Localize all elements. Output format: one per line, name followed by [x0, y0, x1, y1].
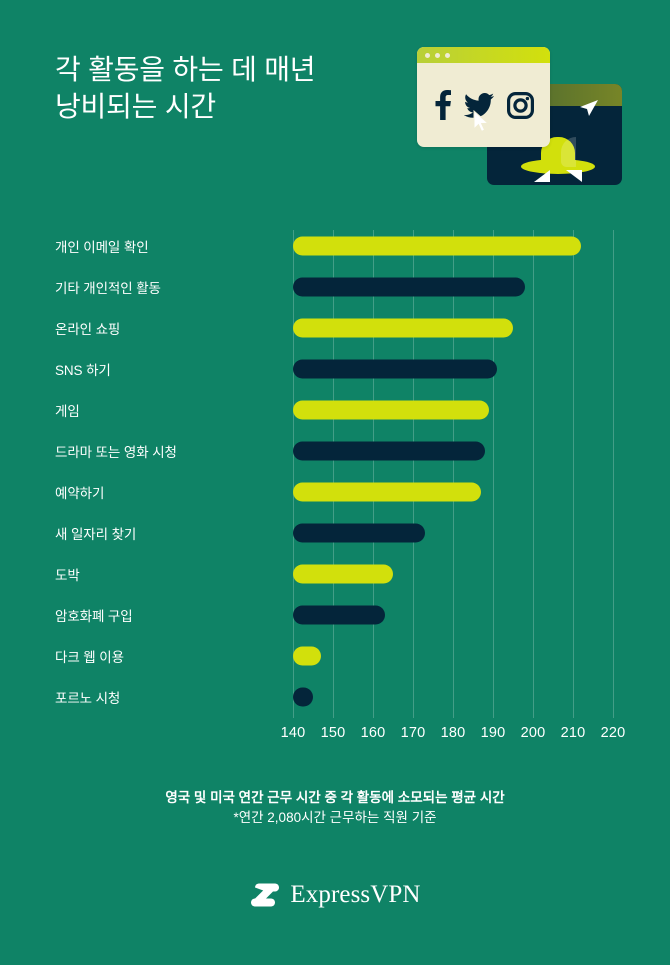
x-tick-label: 170: [400, 725, 426, 741]
gridline-180: [453, 230, 454, 718]
bar-label: 암호화폐 구입: [55, 608, 133, 624]
footer-caption: 영국 및 미국 연간 근무 시간 중 각 활동에 소모되는 평균 시간: [165, 790, 505, 805]
bar: [293, 318, 513, 337]
chart-row: 게임: [0, 389, 670, 430]
bar: [293, 564, 393, 583]
bar-label: 예약하기: [55, 485, 105, 501]
bar: [293, 236, 581, 255]
x-tick-label: 140: [280, 725, 306, 741]
gridline-200: [533, 230, 534, 718]
x-tick-label: 150: [320, 725, 346, 741]
chart-row: 포르노 시청: [0, 676, 670, 717]
gridline-170: [413, 230, 414, 718]
bar-label: 개인 이메일 확인: [55, 239, 149, 255]
chart-row: 개인 이메일 확인: [0, 225, 670, 266]
chart-row: 새 일자리 찾기: [0, 512, 670, 553]
bar-label: 새 일자리 찾기: [55, 526, 137, 542]
page-title: 각 활동을 하는 데 매년 낭비되는 시간: [55, 54, 316, 122]
bar: [293, 523, 425, 542]
gridline-160: [373, 230, 374, 718]
bar-label: SNS 하기: [55, 362, 111, 378]
footer-note: *연간 2,080시간 근무하는 직원 기준: [233, 809, 437, 825]
brand-logo[interactable]: ExpressVPN: [0, 880, 670, 910]
expressvpn-logo-mark-icon: [251, 883, 280, 907]
browser-dot-close-icon: [425, 53, 430, 58]
bar-label: 포르노 시청: [55, 690, 121, 706]
bar-label: 기타 개인적인 활동: [55, 280, 161, 296]
bar: [293, 441, 485, 460]
x-tick-label: 160: [360, 725, 386, 741]
gridline-210: [573, 230, 574, 718]
browser-dot-minimize-icon: [435, 53, 440, 58]
chart-row: 드라마 또는 영화 시청: [0, 430, 670, 471]
social-icon-row: [417, 63, 550, 147]
gridline-220: [613, 230, 614, 718]
bar: [293, 482, 481, 501]
chart-x-axis: 140 150 160 170 180 190 200 210 220: [0, 725, 670, 755]
cursor-arrow-browser-icon: [473, 110, 490, 133]
bar-label: 온라인 쇼핑: [55, 321, 121, 337]
bar-label: 드라마 또는 영화 시청: [55, 444, 177, 460]
x-tick-label: 180: [440, 725, 466, 741]
instagram-icon: [506, 91, 534, 119]
footer: 영국 및 미국 연간 근무 시간 중 각 활동에 소모되는 평균 시간 *연간 …: [0, 788, 670, 827]
x-tick-label: 220: [600, 725, 626, 741]
browser-dot-maximize-icon: [445, 53, 450, 58]
chart-row: 기타 개인적인 활동: [0, 266, 670, 307]
bar: [293, 359, 497, 378]
gridline-150: [333, 230, 334, 718]
chart-row: 예약하기: [0, 471, 670, 512]
x-tick-label: 200: [520, 725, 546, 741]
gridline-190: [493, 230, 494, 718]
gridline-140: [293, 230, 294, 718]
bar-label: 게임: [55, 403, 80, 419]
x-tick-label: 190: [480, 725, 506, 741]
hacker-window: [487, 84, 622, 185]
header: 각 활동을 하는 데 매년 낭비되는 시간: [0, 0, 670, 200]
facebook-icon: [435, 90, 451, 120]
chart-row: 암호화폐 구입: [0, 594, 670, 635]
brand-wordmark: ExpressVPN: [290, 881, 421, 908]
bar: [293, 646, 321, 665]
chart-row: SNS 하기: [0, 348, 670, 389]
bar: [293, 605, 385, 624]
twitter-icon: [463, 92, 494, 118]
header-illustration: [410, 45, 635, 195]
bar: [293, 277, 525, 296]
cursor-arrow-dark-icon: [580, 100, 598, 116]
chart-row: 도박: [0, 553, 670, 594]
browser-titlebar: [417, 47, 550, 63]
x-tick-label: 210: [560, 725, 586, 741]
chart-row: 다크 웹 이용: [0, 635, 670, 676]
bar-label: 다크 웹 이용: [55, 649, 124, 665]
hacker-hat-highlight: [561, 137, 576, 167]
bar: [293, 400, 489, 419]
hacker-figure: [521, 137, 595, 185]
hacker-eye-right: [566, 170, 582, 182]
bar: [293, 687, 313, 706]
chart-row: 온라인 쇼핑: [0, 307, 670, 348]
chart-gridlines: [0, 225, 670, 720]
hacker-eye-left: [534, 170, 550, 182]
bar-label: 도박: [55, 567, 80, 583]
